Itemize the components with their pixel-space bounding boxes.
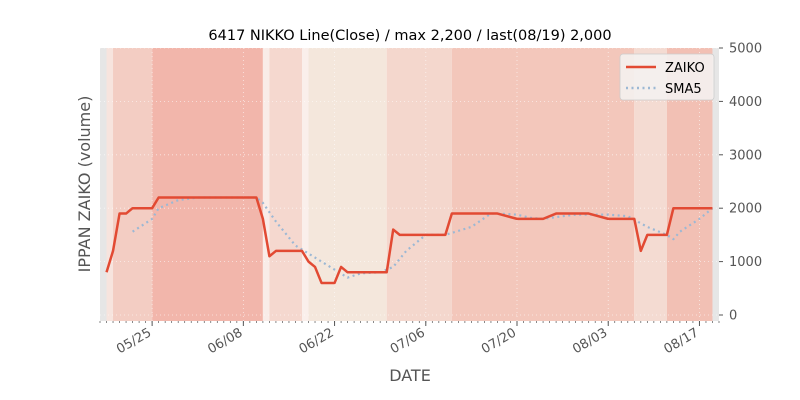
x-axis: 05/25 06/08 06/22 07/06 07/20 08/03 08/17 [99,321,720,357]
legend-label-sma5: SMA5 [665,82,702,97]
background-band [113,48,153,321]
y-tick-label: 2000 [729,202,762,217]
x-tick-label: 08/03 [570,325,610,357]
background-band [269,48,302,321]
series-layer [105,196,714,285]
y-axis-label: IPPAN ZAIKO (volume) [75,96,94,273]
y-tick-label: 4000 [729,95,762,110]
background-band [262,48,270,321]
x-tick-label: 06/22 [297,325,337,357]
background-band [301,48,309,321]
chart-title: 6417 NIKKO Line(Close) / max 2,200 / las… [208,28,611,44]
series-line-zaiko [105,196,713,285]
x-tick-label: 07/06 [388,325,428,357]
x-tick-label: 05/25 [114,325,154,357]
x-tick-label: 07/20 [479,325,519,357]
background-band [152,48,263,321]
x-tick-label: 06/08 [205,325,245,357]
legend: ZAIKO SMA5 [619,53,715,101]
background-band [100,48,107,321]
background-band [106,48,114,321]
y-tick-label: 5000 [729,42,762,57]
background-band [451,48,635,321]
background-band [712,48,719,321]
y-axis: 0 1000 2000 3000 4000 5000 [719,42,762,324]
legend-label-zaiko: ZAIKO [665,61,705,76]
x-axis-label: DATE [389,366,431,385]
x-tick-label: 08/17 [662,325,702,357]
y-tick-label: 3000 [729,148,762,163]
background-band [308,48,387,321]
y-tick-label: 1000 [729,255,762,270]
y-tick-label: 0 [729,309,737,324]
grid-lines [100,47,719,321]
background-band [386,48,452,321]
